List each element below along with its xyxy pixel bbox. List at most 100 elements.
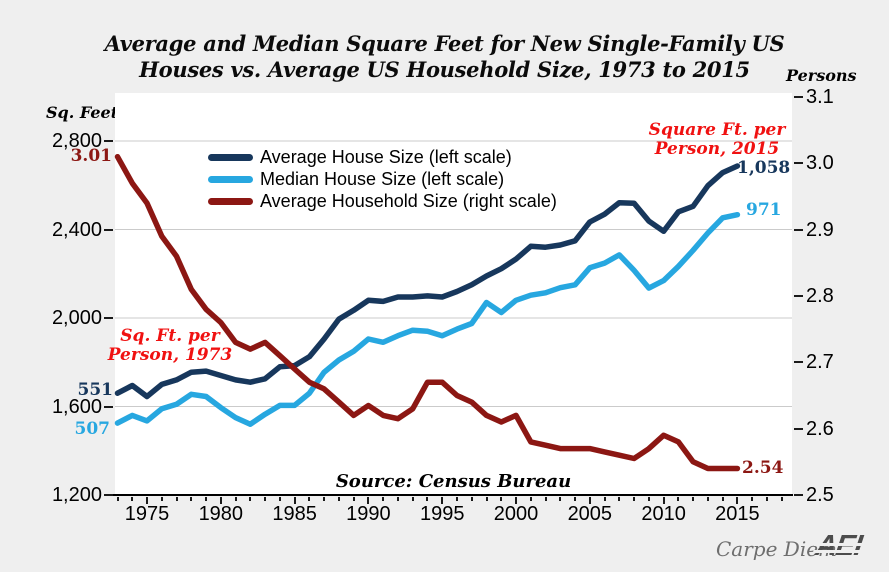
aei-logo: AEI: [813, 530, 880, 562]
x-axis-minor-tick: [692, 497, 695, 501]
chart-title-line1: Average and Median Square Feet for New S…: [104, 31, 785, 56]
left-axis-tick: [104, 405, 113, 408]
x-axis-minor-tick: [131, 497, 134, 501]
legend-swatch: [208, 197, 253, 205]
aei-logo-stripe: [814, 543, 877, 546]
legend-item-0: Average House Size (left scale): [208, 146, 557, 168]
x-axis-tick-label: 2010: [641, 503, 686, 525]
x-axis-minor-tick: [529, 497, 532, 501]
x-axis-minor-tick: [323, 497, 326, 501]
left-axis-title: Sq. Feet: [46, 103, 119, 122]
right-axis-tick-label: 2.9: [806, 218, 834, 241]
x-axis-minor-tick: [337, 497, 340, 501]
x-axis-minor-tick: [160, 497, 163, 501]
legend-item-2: Average Household Size (right scale): [208, 190, 557, 212]
x-axis-minor-tick: [234, 497, 237, 501]
left-axis-tick-label: 2,800: [51, 130, 102, 152]
x-axis-minor-tick: [352, 497, 355, 501]
chart-canvas: [114, 140, 792, 472]
x-axis-major-tick: [515, 497, 518, 504]
chart-title-line2: Houses vs. Average US Household Size, 19…: [139, 57, 750, 82]
left-axis-tick-label: 2,000: [51, 307, 102, 329]
carpe-diem-credit: Carpe Diem: [716, 537, 838, 561]
x-axis-minor-tick: [470, 497, 473, 501]
x-axis-tick-label: 2015: [715, 503, 760, 525]
chart-title: Average and Median Square Feet for New S…: [0, 31, 889, 83]
x-axis-minor-tick: [647, 497, 650, 501]
callout-2015-line1: Square Ft. per: [648, 120, 786, 140]
x-axis-tick-label: 1990: [346, 503, 391, 525]
x-axis-major-tick: [588, 497, 591, 504]
right-axis-tick: [794, 427, 803, 430]
x-axis-minor-tick: [205, 497, 208, 501]
right-axis-title: Persons: [786, 66, 857, 85]
x-axis-minor-tick: [175, 497, 178, 501]
annotation-household-1973: 3.01: [70, 146, 112, 166]
legend-label: Median House Size (left scale): [260, 168, 505, 189]
callout-1973-line1: Sq. Ft. per: [120, 326, 220, 346]
left-axis-tick-label: 1,600: [51, 395, 102, 418]
annotation-med-sqft-per-person-2015: 971: [746, 200, 782, 220]
x-axis-tick-label: 1980: [198, 503, 244, 525]
right-axis-tick: [794, 361, 803, 364]
x-axis-minor-tick: [116, 497, 119, 501]
x-axis-minor-tick: [677, 497, 680, 501]
x-axis-major-tick: [146, 497, 149, 504]
x-axis-tick-label: 1995: [419, 503, 465, 525]
left-axis-tick: [104, 317, 113, 319]
left-axis-tick-label: 1,200: [51, 484, 102, 506]
right-axis-tick-label: 2.8: [806, 285, 834, 307]
x-axis-tick-label: 1975: [124, 503, 170, 525]
annotation-med-sqft-per-person-1973: 507: [74, 419, 111, 439]
annotation-household-2015: 2.54: [742, 458, 784, 478]
x-axis-minor-tick: [751, 497, 754, 501]
legend-swatch: [208, 153, 253, 161]
right-axis-tick-label: 3.0: [806, 152, 834, 175]
right-axis-tick: [794, 295, 803, 297]
x-axis-minor-tick: [574, 497, 577, 501]
x-axis-minor-tick: [721, 497, 724, 501]
legend-label: Average Household Size (right scale): [260, 190, 557, 211]
x-axis-minor-tick: [426, 497, 429, 501]
right-axis-tick-label: 2.6: [806, 417, 834, 440]
x-axis-minor-tick: [411, 497, 414, 501]
x-axis-minor-tick: [780, 497, 783, 501]
x-axis-minor-tick: [618, 497, 621, 501]
right-axis-tick-label: 3.1: [806, 86, 834, 108]
right-axis-tick: [794, 228, 803, 231]
left-axis-tick: [104, 494, 113, 496]
x-axis-minor-tick: [190, 497, 193, 501]
legend-label: Average House Size (left scale): [260, 146, 512, 167]
source-note: Source: Census Bureau: [335, 471, 572, 492]
x-axis-tick-label: 2005: [567, 503, 613, 525]
x-axis-major-tick: [367, 497, 370, 504]
plot-area: Average House Size (left scale) Median Ho…: [114, 93, 792, 494]
callout-2015-line2: Person, 2015: [654, 139, 780, 159]
legend-item-1: Median House Size (left scale): [208, 168, 557, 190]
x-axis-tick-label: 1985: [272, 503, 317, 525]
legend: Average House Size (left scale) Median Ho…: [208, 146, 557, 212]
x-axis-minor-tick: [559, 497, 562, 501]
right-axis-tick-label: 2.7: [806, 351, 834, 374]
callout-1973-line2: Person, 1973: [107, 345, 233, 365]
left-axis-tick-label: 2,400: [51, 218, 102, 241]
annotation-avg-sqft-per-person-1973: 551: [77, 380, 114, 400]
x-axis-major-tick: [662, 497, 665, 504]
legend-swatch: [208, 175, 253, 183]
series-line-1: [114, 211, 741, 427]
x-axis-major-tick: [293, 497, 296, 504]
x-axis-minor-tick: [485, 497, 488, 501]
x-axis-minor-tick: [264, 497, 267, 501]
x-axis-minor-tick: [544, 497, 547, 501]
x-axis-major-tick: [219, 497, 222, 504]
x-axis-minor-tick: [308, 497, 311, 501]
x-axis-minor-tick: [706, 497, 709, 501]
x-axis-major-tick: [441, 497, 444, 504]
right-axis-tick: [794, 162, 803, 165]
right-axis-tick: [794, 494, 803, 496]
annotation-avg-sqft-per-person-2015: 1,058: [737, 158, 791, 178]
x-axis-minor-tick: [500, 497, 503, 501]
x-axis-minor-tick: [765, 497, 768, 501]
callout-sqft-per-person-2015: Square Ft. per Person, 2015: [637, 121, 797, 159]
x-axis-major-tick: [736, 497, 739, 504]
